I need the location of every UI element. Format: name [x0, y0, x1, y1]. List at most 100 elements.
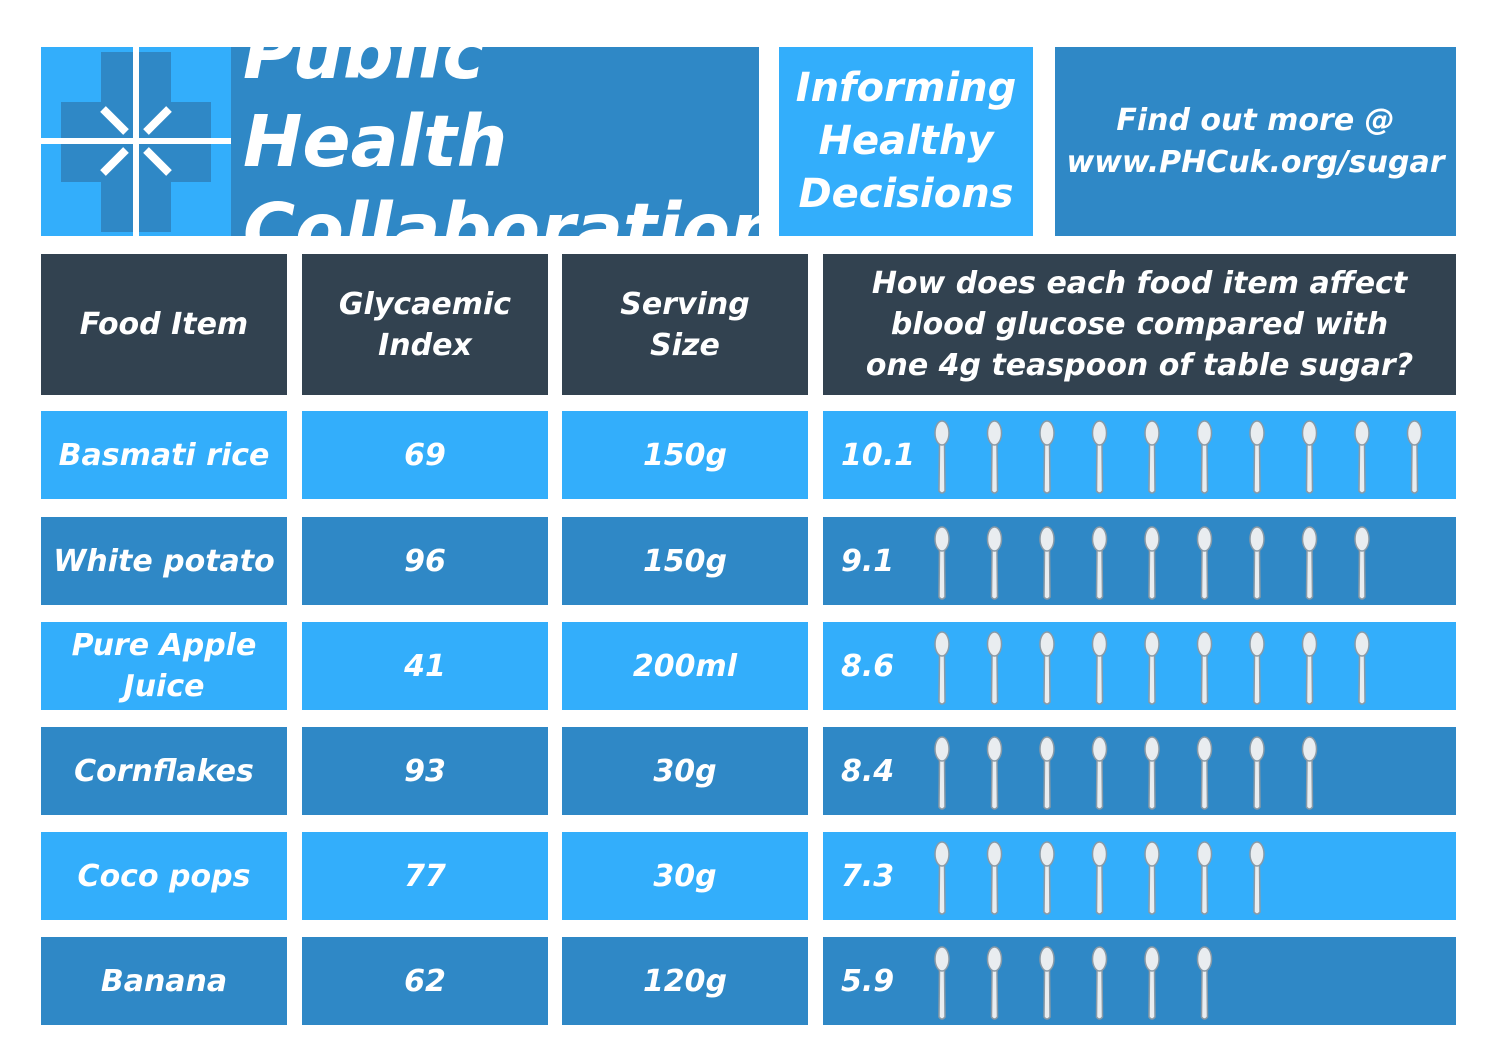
more-info: Find out more @ www.PHCuk.org/sugar [1055, 47, 1456, 236]
food-name-line-1: Pure Apple [71, 628, 257, 663]
food-name: Cornflakes [74, 753, 254, 789]
teaspoon-icon [986, 736, 1003, 810]
teaspoon-bar [934, 841, 1265, 915]
more-info-url[interactable]: www.PHCuk.org/sugar [1066, 144, 1445, 180]
food-cell: Cornflakes [41, 727, 287, 815]
teaspoon-icon [1301, 736, 1318, 810]
teaspoon-icon [986, 631, 1003, 705]
teaspoon-icon [986, 946, 1003, 1020]
column-header-gi-line-1: Glycaemic [338, 286, 512, 322]
teaspoon-icon [1196, 841, 1213, 915]
teaspoon-bar [934, 631, 1370, 705]
teaspoon-value: 8.6 [841, 648, 895, 684]
gi-cell: 62 [302, 937, 548, 1025]
teaspoon-icon [1039, 841, 1055, 915]
food-name-line-2: Juice [123, 669, 205, 704]
teaspoon-value: 5.9 [841, 963, 895, 999]
gi-cell: 69 [302, 411, 548, 499]
teaspoon-icon [1301, 526, 1318, 600]
column-header-gi-line-2: Index [378, 327, 472, 363]
column-header-question-line-2: blood glucose compared with [890, 307, 1389, 342]
teaspoon-bar [934, 526, 1370, 600]
teaspoon-icon [1196, 420, 1213, 494]
gi-cell: 77 [302, 832, 548, 920]
serving-cell: 150g [562, 517, 808, 605]
teaspoon-cell: 8.4 [823, 727, 1456, 815]
teaspoon-icon [1091, 946, 1108, 1020]
column-header-question: How does each food item affect blood glu… [823, 254, 1456, 395]
food-cell: Basmati rice [41, 411, 287, 499]
serving-value: 30g [653, 753, 717, 789]
gi-value: 62 [404, 963, 446, 999]
food-name: White potato [53, 543, 275, 579]
teaspoon-icon [1196, 631, 1213, 705]
teaspoon-icon [1039, 631, 1055, 705]
teaspoon-icon [986, 526, 1003, 600]
teaspoon-cell: 5.9 [823, 937, 1456, 1025]
food-cell: White potato [41, 517, 287, 605]
column-header-food: Food Item [41, 254, 287, 395]
logo [41, 47, 231, 236]
teaspoon-icon [1301, 420, 1318, 494]
teaspoon-value: 8.4 [841, 753, 895, 789]
tagline-line-2: Healthy [818, 118, 994, 164]
teaspoon-icon [1249, 631, 1265, 705]
tagline: Informing Healthy Decisions [779, 47, 1033, 236]
gi-value: 69 [404, 437, 446, 473]
teaspoon-bar [934, 420, 1423, 494]
teaspoon-icon [1091, 841, 1108, 915]
teaspoon-icon [986, 420, 1003, 494]
teaspoon-icon [934, 841, 950, 915]
teaspoon-icon [934, 736, 950, 810]
column-header-food-text: Food Item [79, 307, 249, 342]
header-title: Public Health Collaboration [231, 12, 781, 271]
food-cell: Coco pops [41, 832, 287, 920]
serving-value: 200ml [632, 648, 738, 684]
teaspoon-icon [1144, 420, 1160, 494]
teaspoon-icon [1249, 420, 1265, 494]
gi-cell: 41 [302, 622, 548, 710]
food-name: Coco pops [77, 858, 251, 894]
teaspoon-icon [1354, 420, 1370, 494]
gi-cell: 93 [302, 727, 548, 815]
teaspoon-cell: 9.1 [823, 517, 1456, 605]
teaspoon-icon [934, 420, 950, 494]
more-info-line-1: Find out more @ [1116, 102, 1395, 138]
teaspoon-icon [1406, 420, 1423, 494]
column-header-serving: Serving Size [562, 254, 808, 395]
teaspoon-cell: 10.1 [823, 411, 1456, 499]
teaspoon-icon [1144, 526, 1160, 600]
teaspoon-icon [1039, 736, 1055, 810]
teaspoon-bar [934, 946, 1213, 1020]
gi-value: 77 [404, 858, 446, 894]
food-name: Banana [100, 963, 228, 999]
teaspoon-icon [1196, 736, 1213, 810]
column-header-question-line-3: one 4g teaspoon of table sugar? [865, 348, 1414, 383]
teaspoon-cell: 7.3 [823, 832, 1456, 920]
teaspoon-value: 9.1 [841, 543, 895, 579]
serving-value: 150g [642, 437, 728, 473]
serving-cell: 30g [562, 832, 808, 920]
serving-cell: 200ml [562, 622, 808, 710]
teaspoon-icon [934, 631, 950, 705]
teaspoon-icon [1249, 736, 1265, 810]
column-header-serving-line-2: Size [650, 327, 720, 363]
teaspoon-icon [1354, 526, 1370, 600]
teaspoon-bar [934, 736, 1318, 810]
food-name: Basmati rice [58, 437, 270, 473]
teaspoon-icon [1039, 420, 1055, 494]
food-cell: Pure Apple Juice [41, 622, 287, 710]
title-line-1: Public Health [243, 11, 508, 183]
serving-value: 30g [653, 858, 717, 894]
teaspoon-icon [1196, 946, 1213, 1020]
serving-value: 120g [642, 963, 728, 999]
gi-cell: 96 [302, 517, 548, 605]
teaspoon-value: 7.3 [841, 858, 895, 894]
serving-cell: 30g [562, 727, 808, 815]
teaspoon-icon [1196, 526, 1213, 600]
teaspoon-cell: 8.6 [823, 622, 1456, 710]
teaspoon-icon [1091, 631, 1108, 705]
serving-cell: 150g [562, 411, 808, 499]
teaspoon-icon [1301, 631, 1318, 705]
gi-value: 41 [404, 648, 446, 684]
